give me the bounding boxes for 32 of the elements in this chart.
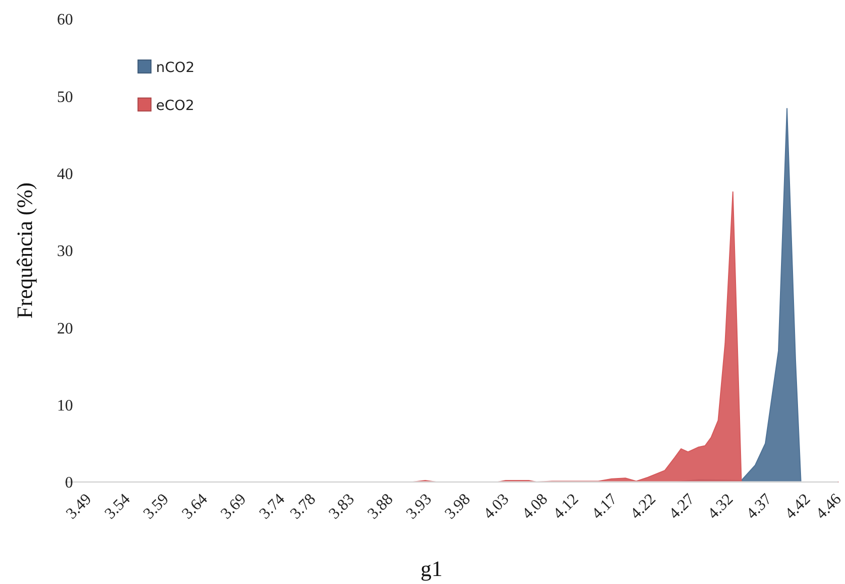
x-tick-label: 3.49 xyxy=(63,490,95,523)
y-tick-label: 50 xyxy=(57,88,73,106)
x-tick-label: 3.83 xyxy=(326,490,358,523)
x-tick-label: 4.37 xyxy=(743,490,776,523)
y-tick-label: 40 xyxy=(57,166,73,183)
x-tick-label: 3.74 xyxy=(256,490,288,523)
x-tick-label: 3.54 xyxy=(102,490,134,523)
x-tick-label: 3.88 xyxy=(364,490,396,523)
x-tick-label: 3.59 xyxy=(140,490,172,523)
x-tick-label: 4.22 xyxy=(627,490,660,523)
x-tick-label: 4.42 xyxy=(782,490,814,523)
x-tick-label: 3.98 xyxy=(442,490,474,523)
x-tick-label: 3.64 xyxy=(179,490,211,523)
legend-label: nCO2 xyxy=(156,60,195,76)
x-tick-label: 3.69 xyxy=(218,490,250,523)
y-tick-label: 30 xyxy=(57,243,73,260)
y-tick-label: 10 xyxy=(57,397,73,414)
x-tick-label: 4.03 xyxy=(480,490,512,523)
x-tick-label: 4.27 xyxy=(666,490,698,523)
y-tick-label: 0 xyxy=(65,474,73,492)
x-axis-title: g1 xyxy=(420,556,442,581)
y-axis-title: Frequência (%) xyxy=(12,182,37,319)
y-tick-label: 20 xyxy=(57,320,73,338)
x-tick-label: 4.08 xyxy=(519,490,552,523)
x-tick-label: 4.12 xyxy=(550,490,582,523)
x-tick-label: 3.78 xyxy=(287,490,320,523)
x-tick-label: 4.17 xyxy=(588,490,621,523)
legend-label: eCO2 xyxy=(156,98,194,114)
x-tick-label: 4.32 xyxy=(704,490,737,523)
y-tick-label: 60 xyxy=(57,12,73,29)
x-tick-label: 4.46 xyxy=(812,490,845,523)
x-tick-label: 3.93 xyxy=(403,490,436,523)
